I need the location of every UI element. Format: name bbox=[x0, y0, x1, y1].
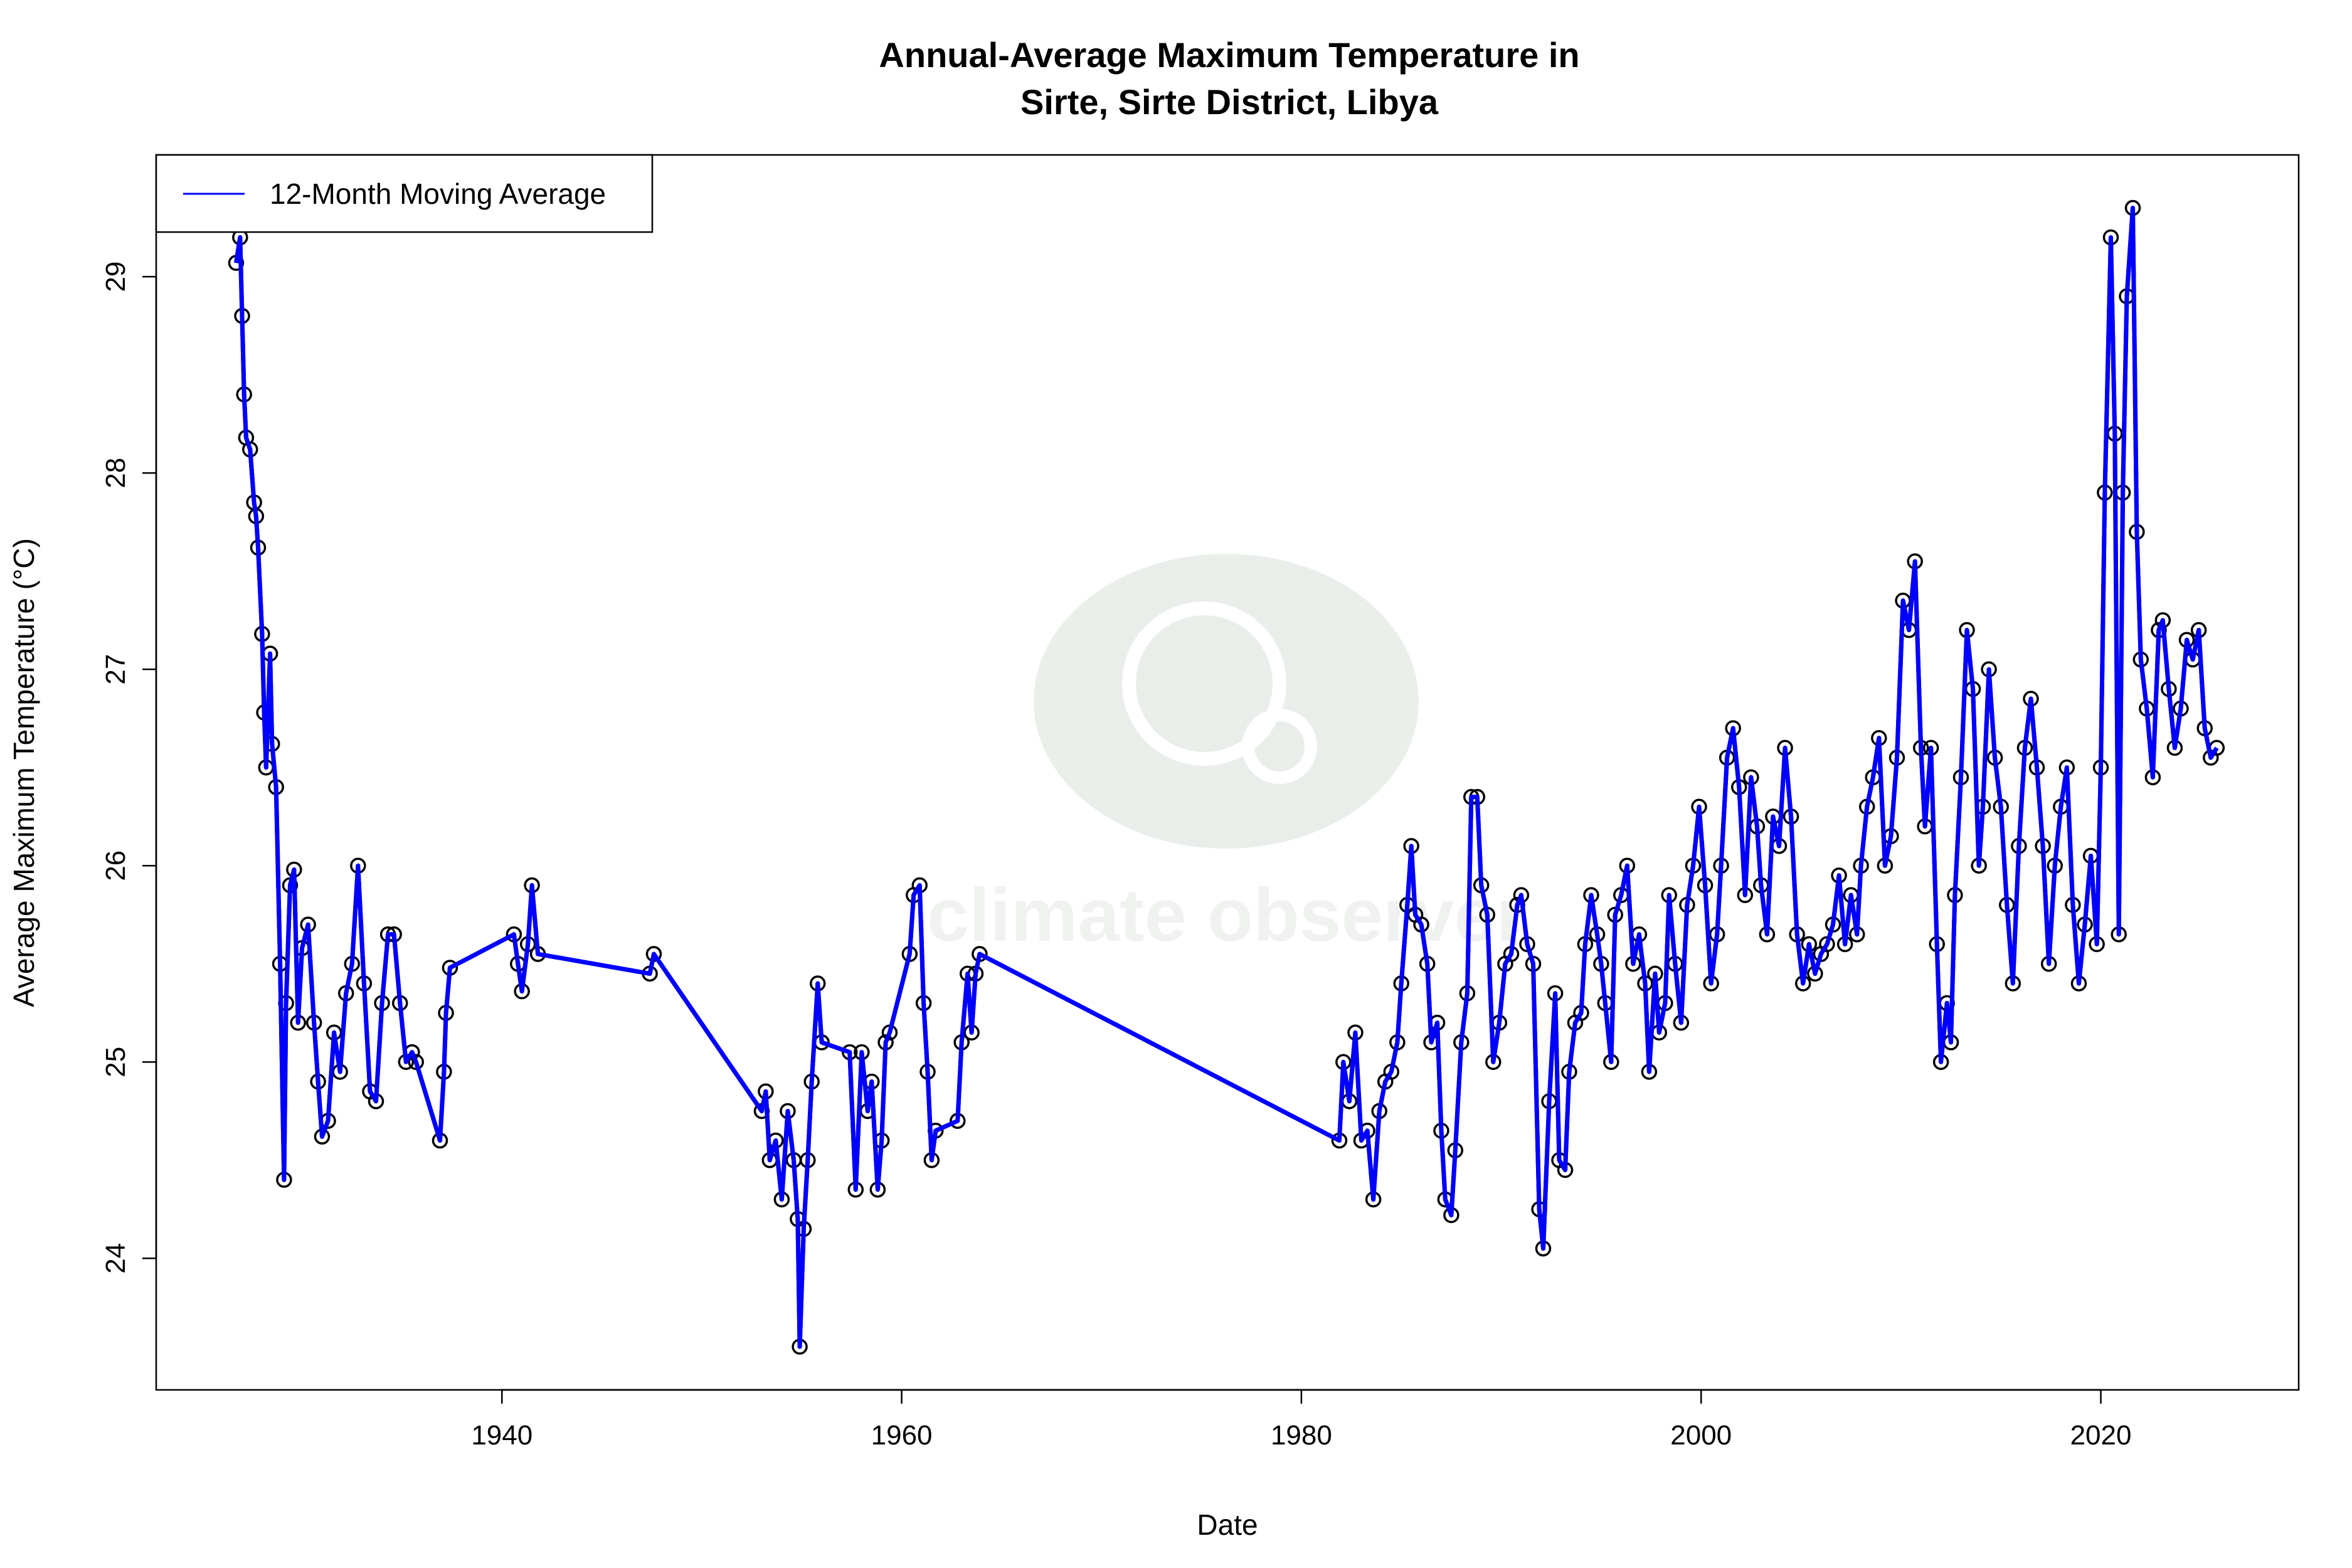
chart-title-line-1: Annual-Average Maximum Temperature in bbox=[879, 35, 1579, 75]
watermark-text: climate observer bbox=[927, 873, 1525, 957]
x-tick-label: 2020 bbox=[2070, 1420, 2132, 1451]
x-tick-label: 2000 bbox=[1670, 1420, 1732, 1451]
x-tick-label: 1960 bbox=[871, 1420, 933, 1451]
y-tick-label: 26 bbox=[100, 850, 131, 881]
chart-title-line-2: Sirte, Sirte District, Libya bbox=[1020, 82, 1439, 122]
y-tick-label: 25 bbox=[100, 1047, 131, 1078]
legend: 12-Month Moving Average bbox=[155, 154, 654, 233]
watermark-magnifier-icon bbox=[1242, 709, 1317, 784]
y-axis: 24 25 26 27 28 29 bbox=[100, 262, 157, 1274]
x-tick-label: 1940 bbox=[471, 1420, 532, 1451]
x-tick-label: 1980 bbox=[1271, 1420, 1332, 1451]
series-line-overlay bbox=[234, 206, 2219, 1349]
x-axis: 1940 1960 1980 2000 2020 bbox=[471, 1389, 2132, 1451]
watermark: climate observer bbox=[927, 554, 1525, 957]
plot-area bbox=[228, 199, 2225, 1355]
x-axis-label: Date bbox=[1197, 1508, 1258, 1541]
y-axis-label: Average Maximum Temperature (°C) bbox=[8, 538, 40, 1007]
legend-label: 12-Month Moving Average bbox=[270, 177, 606, 210]
y-tick-label: 24 bbox=[100, 1243, 131, 1274]
y-tick-label: 28 bbox=[100, 458, 131, 489]
y-tick-label: 29 bbox=[100, 262, 131, 292]
watermark-globe-icon bbox=[1034, 554, 1419, 849]
watermark-globe-outline bbox=[1122, 601, 1286, 766]
y-tick-label: 27 bbox=[100, 654, 131, 685]
